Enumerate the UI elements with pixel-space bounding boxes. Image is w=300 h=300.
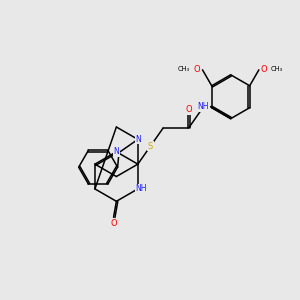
Text: N: N: [113, 147, 119, 156]
Text: CH₃: CH₃: [178, 66, 190, 72]
Text: O: O: [260, 64, 267, 74]
Text: O: O: [110, 219, 117, 228]
Text: O: O: [194, 64, 200, 74]
Text: O: O: [185, 105, 192, 114]
Text: N: N: [135, 135, 141, 144]
Text: S: S: [148, 142, 153, 151]
Text: NH: NH: [136, 184, 147, 194]
Text: NH: NH: [198, 102, 209, 111]
Text: CH₃: CH₃: [271, 66, 283, 72]
